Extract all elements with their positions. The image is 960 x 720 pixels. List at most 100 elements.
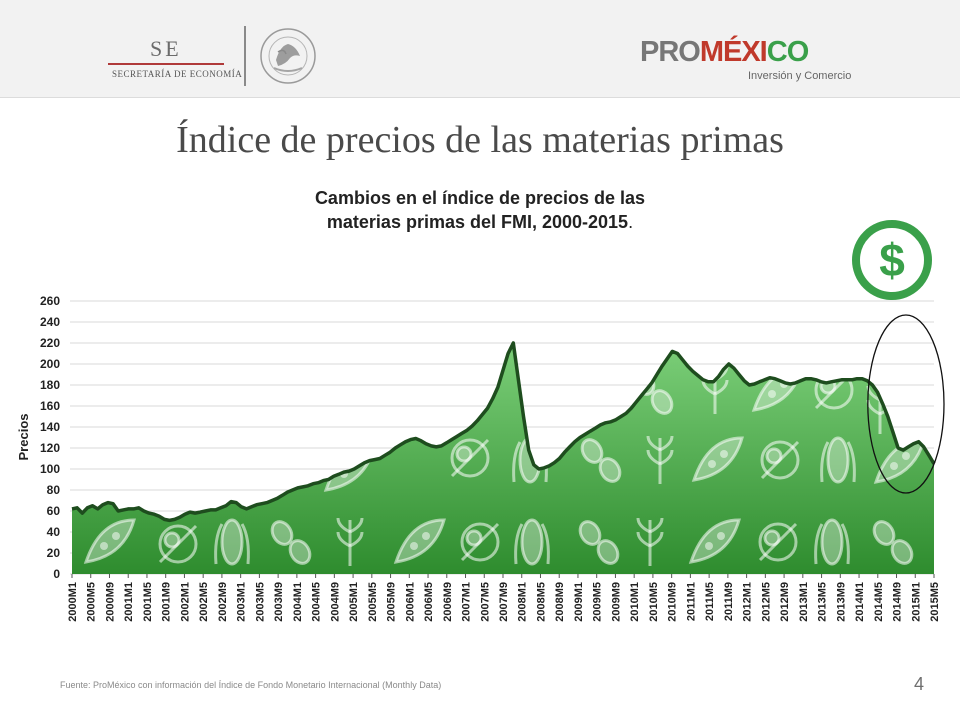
y-axis-ticks: 0 20 40 60 80 100 120 140 160 180 200 220 240 260 (40, 294, 60, 581)
subtitle-line-1: Cambios en el índice de precios de las (314, 188, 646, 208)
promexico-tagline: Inversión y Comercio (748, 70, 852, 82)
logo-divider (244, 26, 246, 86)
y-tick-label: 200 (40, 357, 60, 371)
price-line (71, 341, 936, 523)
x-tick-label: 2011M5 (704, 582, 716, 621)
x-tick-label: 2006M5 (423, 582, 435, 622)
x-tick-label: 2001M5 (142, 582, 154, 622)
y-tick-label: 240 (40, 315, 60, 329)
x-axis-ticks: 2000M1 2000M5 2000M9 2001M1 2001M5 2001M9 2002… (67, 574, 941, 622)
x-tick-label: 2003M5 (254, 582, 266, 622)
x-tick-label: 2001M9 (161, 582, 173, 622)
x-tick-label: 2002M9 (217, 582, 229, 622)
y-tick-label: 0 (53, 567, 60, 581)
wheat-icon (336, 517, 364, 566)
x-tick-label: 2011M1 (685, 582, 697, 621)
y-axis-label: Precios (16, 414, 31, 461)
cotton-icon (450, 438, 490, 478)
source-footer: Fuente: ProMéxico con información del Ín… (60, 680, 442, 690)
wheat-icon (636, 517, 664, 566)
corn-icon (814, 518, 850, 566)
x-tick-label: 2008M9 (554, 582, 566, 622)
logo-pro: PRO (640, 36, 701, 68)
svg-text:$: $ (879, 234, 905, 286)
subtitle-line-2-text: materias primas del FMI, 2000-2015 (326, 212, 629, 232)
se-logo: SE SECRETARÍA DE ECONOMÍA (108, 36, 242, 84)
dollar-icon: $ (852, 220, 932, 300)
x-tick-label: 2010M9 (667, 582, 679, 622)
logo-mex: MÉXI (699, 36, 768, 68)
x-tick-label: 2010M5 (648, 582, 660, 622)
x-tick-label: 2014M5 (873, 582, 885, 622)
x-tick-label: 2009M9 (610, 582, 622, 622)
x-tick-label: 2001M1 (123, 582, 135, 622)
pod-icon (691, 436, 744, 482)
x-tick-label: 2002M1 (179, 582, 191, 622)
x-tick-label: 2005M9 (386, 582, 398, 622)
y-tick-label: 160 (40, 399, 60, 413)
subtitle-line-2: materias primas del FMI, 2000-2015. (240, 210, 720, 234)
x-tick-label: 2014M1 (854, 582, 866, 622)
x-tick-label: 2008M5 (535, 582, 547, 622)
mexico-seal-icon (260, 28, 316, 84)
y-tick-label: 180 (40, 378, 60, 392)
x-tick-label: 2012M5 (760, 582, 772, 622)
x-tick-label: 2006M9 (442, 582, 454, 622)
slide-title: Índice de precios de las materias primas (176, 119, 784, 161)
pod-icon (83, 518, 136, 564)
price-index-chart: 0 20 40 60 80 100 120 140 160 180 200 220 240 260 200… (16, 294, 945, 622)
y-tick-label: 80 (47, 483, 61, 497)
subtitle-period: . (628, 212, 634, 232)
pod-icon (688, 518, 741, 564)
x-tick-label: 2005M5 (367, 582, 379, 622)
promexico-wordmark: PROMÉXICO (640, 36, 809, 69)
cotton-icon (760, 440, 800, 480)
x-tick-label: 2007M5 (479, 582, 491, 622)
promexico-logo: PROMÉXICO Inversión y Comercio (640, 36, 860, 86)
beans-icon (580, 438, 622, 483)
wheat-icon (646, 435, 674, 484)
x-tick-label: 2011M9 (723, 582, 735, 621)
wheat-icon (282, 435, 310, 484)
decline-highlight-ellipse (867, 314, 945, 494)
x-tick-label: 2000M1 (67, 582, 79, 622)
corn-icon (820, 436, 856, 484)
y-tick-label: 40 (47, 525, 61, 539)
y-tick-label: 60 (47, 504, 61, 518)
y-tick-label: 220 (40, 336, 60, 350)
cotton-icon (460, 522, 500, 562)
corn-icon (514, 518, 550, 566)
x-tick-label: 2012M9 (779, 582, 791, 622)
page-number: 4 (914, 674, 925, 694)
logo-co: CO (766, 36, 809, 68)
beans-icon (270, 520, 312, 565)
x-tick-label: 2013M5 (817, 582, 829, 622)
y-tick-label: 20 (47, 546, 61, 560)
corn-icon (214, 518, 250, 566)
beans-icon (520, 358, 562, 403)
corn-icon (578, 366, 614, 414)
y-tick-label: 100 (40, 462, 60, 476)
x-tick-label: 2004M1 (292, 582, 304, 622)
x-tick-label: 2013M9 (835, 582, 847, 622)
y-tick-label: 120 (40, 441, 60, 455)
x-tick-label: 2000M5 (86, 582, 98, 622)
x-tick-label: 2004M9 (329, 582, 341, 622)
price-area (72, 343, 934, 574)
y-tick-label: 260 (40, 294, 60, 308)
x-tick-label: 2008M1 (517, 582, 529, 622)
x-tick-label: 2004M5 (311, 582, 323, 622)
x-tick-label: 2010M1 (629, 582, 641, 622)
cotton-icon (158, 524, 198, 564)
y-tick-label: 140 (40, 420, 60, 434)
cotton-icon (758, 522, 798, 562)
x-tick-label: 2007M9 (498, 582, 510, 622)
se-logo-subtext: SECRETARÍA DE ECONOMÍA (112, 69, 243, 79)
x-tick-label: 2002M5 (198, 582, 210, 622)
x-tick-label: 2005M1 (348, 582, 360, 622)
x-tick-label: 2006M1 (404, 582, 416, 622)
x-tick-label: 2000M9 (104, 582, 116, 622)
chart-subtitle: Cambios en el índice de precios de las m… (240, 186, 720, 234)
x-tick-label: 2003M1 (236, 582, 248, 622)
beans-icon (872, 520, 914, 565)
